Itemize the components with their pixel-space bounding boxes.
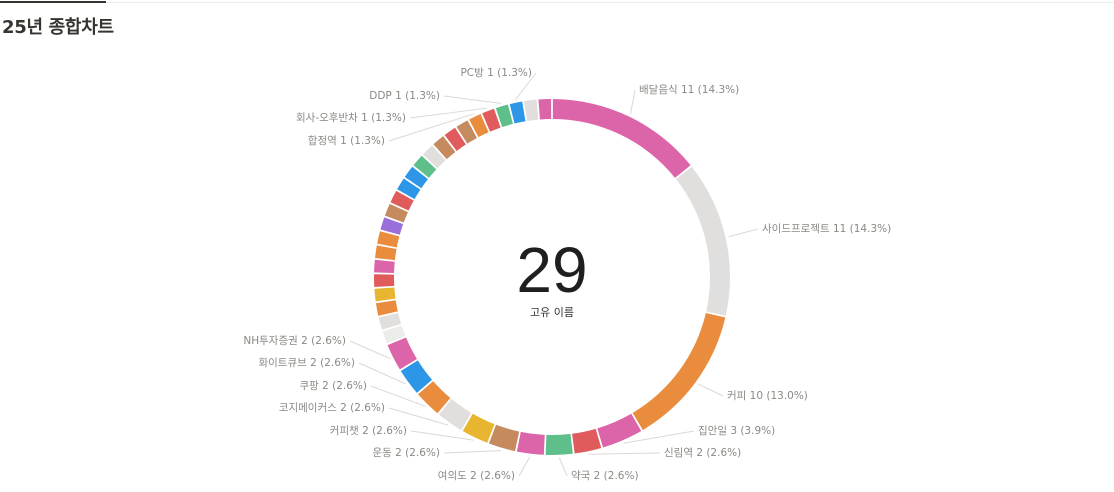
center-label: 고유 이름 — [530, 306, 574, 319]
slice-25[interactable] — [397, 178, 421, 200]
slice-30[interactable] — [444, 127, 466, 151]
slice-label-ddp: DDP 1 (1.3%) — [369, 90, 440, 102]
leader-line-코지메이커스 — [388, 407, 449, 426]
slice-18[interactable] — [374, 274, 395, 287]
slice-22[interactable] — [380, 217, 404, 235]
top-divider — [0, 2, 1114, 3]
slice-19[interactable] — [374, 259, 395, 273]
slice-ddp[interactable] — [495, 104, 513, 128]
slice-label-코지메이커스: 코지메이커스 2 (2.6%) — [279, 402, 385, 414]
leader-line-여의도 — [518, 456, 531, 477]
slice-27[interactable] — [413, 155, 437, 178]
slice-21[interactable] — [377, 231, 400, 248]
slice-36[interactable] — [523, 99, 539, 121]
leader-line-쿠팡 — [370, 385, 426, 407]
leader-line-ddp — [443, 95, 502, 104]
slice-28[interactable] — [422, 145, 446, 169]
slice-label-신림역: 신림역 2 (2.6%) — [664, 447, 741, 459]
donut-slices — [374, 99, 731, 456]
slice-회사-오후반차[interactable] — [482, 108, 501, 132]
slice-label-커피챗: 커피챗 2 (2.6%) — [330, 425, 407, 437]
leader-line-pc방 — [514, 72, 537, 101]
slice-nh투자증권[interactable] — [387, 337, 417, 370]
leader-line-집안일 — [623, 430, 695, 444]
slice-배달음식[interactable] — [552, 99, 691, 178]
slice-합정역[interactable] — [469, 113, 489, 138]
slice-label-커피: 커피 10 (13.0%) — [727, 390, 808, 402]
leader-line-커피챗 — [410, 430, 474, 441]
slice-운동[interactable] — [488, 424, 520, 452]
slice-사이드프로젝트[interactable] — [676, 166, 731, 316]
slice-37[interactable] — [538, 99, 552, 120]
slice-약국[interactable] — [545, 433, 573, 456]
slice-커피[interactable] — [632, 312, 726, 431]
slice-화이트큐브[interactable] — [400, 360, 433, 393]
slice-여의도[interactable] — [516, 431, 545, 455]
slice-label-pc방: PC방 1 (1.3%) — [460, 67, 532, 79]
slice-14[interactable] — [382, 325, 406, 344]
slice-커피챗[interactable] — [462, 413, 495, 443]
leader-line-운동 — [443, 450, 502, 454]
leader-line-약국 — [558, 457, 568, 477]
slice-20[interactable] — [375, 245, 397, 261]
slice-label-합정역: 합정역 1 (1.3%) — [308, 135, 385, 147]
slice-label-배달음식: 배달음식 11 (14.3%) — [639, 84, 739, 96]
leader-line-nh투자증권 — [349, 340, 391, 360]
slice-23[interactable] — [384, 203, 408, 223]
slice-label-화이트큐브: 화이트큐브 2 (2.6%) — [258, 357, 355, 369]
leader-line-커피 — [697, 383, 724, 397]
leader-line-합정역 — [388, 113, 474, 142]
slice-16[interactable] — [375, 300, 398, 316]
leader-line-회사-오후반차 — [409, 107, 488, 119]
slice-label-집안일: 집안일 3 (3.9%) — [698, 424, 775, 437]
slice-label-쿠팡: 쿠팡 2 (2.6%) — [299, 380, 367, 392]
leader-line-사이드프로젝트 — [728, 228, 759, 238]
slice-26[interactable] — [404, 166, 428, 189]
slice-label-약국: 약국 2 (2.6%) — [571, 470, 639, 482]
slice-24[interactable] — [390, 190, 414, 211]
active-tab-indicator — [0, 1, 106, 3]
slice-집안일[interactable] — [597, 413, 642, 448]
leader-line-화이트큐브 — [358, 362, 407, 385]
leader-line-신림역 — [588, 452, 661, 455]
slice-31[interactable] — [456, 120, 477, 144]
slice-label-사이드프로젝트: 사이드프로젝트 11 (14.3%) — [762, 223, 891, 235]
slice-label-여의도: 여의도 2 (2.6%) — [438, 470, 515, 482]
slice-label-nh투자증권: NH투자증권 2 (2.6%) — [243, 335, 346, 347]
slice-label-회사-오후반차: 회사-오후반차 1 (1.3%) — [296, 112, 406, 124]
center-value: 29 — [516, 234, 587, 306]
slice-17[interactable] — [374, 287, 396, 302]
leader-line-배달음식 — [630, 89, 636, 115]
slice-29[interactable] — [433, 136, 456, 160]
slice-15[interactable] — [378, 312, 402, 330]
slice-labels: 배달음식 11 (14.3%) 사이드프로젝트 11 (14.3%) 커피 10 (… — [243, 67, 891, 482]
slice-신림역[interactable] — [572, 428, 602, 454]
slice-label-운동: 운동 2 (2.6%) — [372, 447, 440, 459]
label-leader-lines — [349, 72, 759, 477]
slice-pc방[interactable] — [509, 101, 526, 124]
slice-쿠팡[interactable] — [418, 381, 451, 414]
page-title: 25년 종합차트 — [2, 17, 114, 38]
slice-코지메이커스[interactable] — [438, 399, 472, 431]
